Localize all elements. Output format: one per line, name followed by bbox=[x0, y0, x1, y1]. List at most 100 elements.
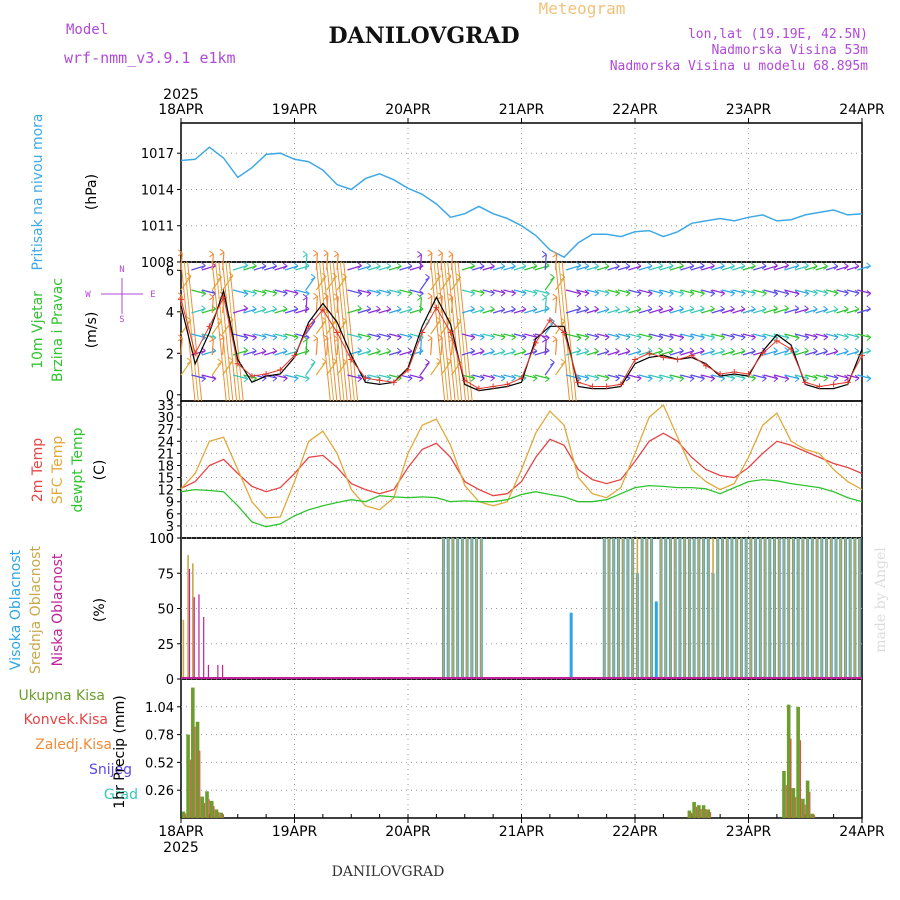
cloud-mid-bar bbox=[839, 538, 842, 679]
compass-w: W bbox=[85, 290, 91, 300]
model-elevation-label: Nadmorska Visina u modelu 68.895m bbox=[610, 59, 868, 74]
bottom-date-label: 24APR bbox=[839, 824, 885, 840]
top-date-label: 20APR bbox=[385, 102, 431, 118]
wind-gust-marker bbox=[178, 296, 184, 303]
wind-tick-label: 4 bbox=[166, 306, 174, 321]
cloud-mid-bar bbox=[456, 538, 459, 679]
temp-tick-label: 33 bbox=[157, 399, 174, 414]
cloud-low-label: Niska Oblacnost bbox=[50, 553, 66, 666]
cloud-mid-bar bbox=[442, 538, 445, 679]
wind-gust-marker bbox=[277, 366, 284, 373]
cloud-mid-bar bbox=[783, 538, 785, 679]
wind-axis-subtitle: Brzina i Pravac bbox=[50, 278, 66, 382]
model-name: wrf-nmm_v3.9.1 e1km bbox=[64, 49, 236, 67]
cloud-mid-bar bbox=[778, 538, 781, 679]
precip-legend-0: Ukupna Kisa bbox=[18, 688, 105, 704]
wind-gust-marker bbox=[617, 381, 624, 388]
cloud-mid-bar bbox=[192, 563, 194, 679]
wind-gust-marker bbox=[603, 383, 610, 390]
precip-total-bar bbox=[801, 798, 805, 818]
cloud-mid-bar bbox=[452, 538, 454, 679]
tsfc-line bbox=[180, 403, 863, 519]
cloud-high-bar bbox=[569, 612, 573, 679]
precip-conv-bar bbox=[185, 813, 187, 818]
precip-tick-label: 1.04 bbox=[145, 701, 174, 716]
precip-tick-label: 0.52 bbox=[145, 756, 174, 771]
precip-conv-bar bbox=[194, 726, 196, 818]
cloud-mid-bar bbox=[759, 538, 762, 679]
precip-total-bar bbox=[219, 812, 223, 818]
cloud-mid-bar bbox=[631, 538, 634, 679]
t2m-label: 2m Temp bbox=[30, 438, 46, 502]
cloud-mid-bar bbox=[825, 538, 828, 679]
wind-gust-marker bbox=[291, 352, 298, 359]
cloud-mid-label: Srednja Oblacnost bbox=[28, 546, 44, 674]
cloud-mid-bar bbox=[617, 538, 620, 679]
cloud-mid-bar bbox=[622, 538, 624, 679]
wind-gust-marker bbox=[589, 383, 596, 390]
wind-gust-marker bbox=[461, 377, 468, 384]
wind-gust-marker bbox=[248, 373, 255, 380]
temp-tick-label: 27 bbox=[157, 423, 174, 438]
wind-gust-marker bbox=[263, 371, 270, 378]
wind-gust-marker bbox=[334, 329, 341, 336]
wind-gust-marker bbox=[802, 379, 809, 386]
precip-legend-4: Grad bbox=[104, 787, 138, 803]
wind-gust-marker bbox=[632, 356, 638, 363]
precip-conv-bar bbox=[189, 759, 191, 818]
wind-gust-marker bbox=[717, 371, 724, 378]
temp-tick-label: 9 bbox=[166, 496, 174, 511]
wind-gust-marker bbox=[859, 352, 865, 359]
top-date-label: 18APR bbox=[158, 102, 204, 118]
precip-total-bar bbox=[214, 809, 219, 818]
dewpt-line bbox=[180, 478, 863, 528]
tsfc-label: SFC Temp bbox=[50, 436, 66, 505]
wind-tick-label: 2 bbox=[166, 347, 174, 362]
wind-gust-marker bbox=[518, 375, 525, 382]
cloud-mid-bar bbox=[773, 538, 776, 679]
bottom-date-label: 22APR bbox=[612, 824, 658, 840]
cloud-mid-bar bbox=[475, 538, 478, 679]
cloud-mid-bar bbox=[660, 538, 662, 679]
wind-gust-marker bbox=[234, 360, 241, 367]
cloud-mid-bar bbox=[731, 538, 733, 679]
wind-gust-marker bbox=[830, 381, 837, 388]
precip-legend-2: Zaledj.Kisa bbox=[35, 737, 112, 753]
bottom-date-label: 18APR bbox=[158, 824, 204, 840]
wind-gust-marker bbox=[702, 362, 709, 369]
cloud-low-bar bbox=[198, 594, 200, 679]
pressure-axis-title: Pritisak na nivou mora bbox=[30, 113, 46, 270]
compass-e: E bbox=[150, 290, 155, 300]
cloud-low-bar bbox=[188, 569, 191, 679]
wind-gust-marker bbox=[532, 339, 539, 346]
product-title: Meteogram bbox=[539, 0, 626, 18]
wind-gust-marker bbox=[844, 379, 851, 386]
wind-gust-marker bbox=[419, 329, 426, 336]
cloud-unit: (%) bbox=[92, 598, 108, 622]
temp-tick-label: 18 bbox=[157, 459, 174, 474]
cloud-mid-bar bbox=[480, 538, 483, 679]
cloud-mid-bar bbox=[461, 538, 464, 679]
bottom-date-label: 19APR bbox=[272, 824, 318, 840]
cloud-mid-bar bbox=[466, 538, 468, 679]
wind-gust-marker bbox=[646, 350, 653, 357]
precip-conv-bar bbox=[222, 814, 224, 818]
cloud-high-bar bbox=[654, 601, 658, 679]
cloud-mid-bar bbox=[754, 538, 757, 679]
precip-total-bar bbox=[706, 809, 711, 818]
precip-total-bar bbox=[782, 770, 786, 818]
temp-tick-label: 24 bbox=[157, 435, 174, 450]
cloud-mid-bar bbox=[447, 538, 449, 679]
precip-tick-label: 0.78 bbox=[145, 729, 174, 744]
wind-gust-marker bbox=[405, 366, 411, 373]
cloud-mid-bar bbox=[636, 538, 639, 679]
precip-total-bar bbox=[195, 721, 200, 818]
wind-gust-marker bbox=[504, 381, 511, 388]
cloud-mid-bar bbox=[698, 538, 700, 679]
cloud-low-bar bbox=[217, 664, 219, 679]
wind-gust-marker bbox=[433, 304, 440, 311]
precip-conv-bar bbox=[695, 806, 697, 818]
cloud-mid-bar bbox=[650, 538, 653, 679]
wind-gust-marker bbox=[475, 385, 482, 392]
temp-tick-label: 21 bbox=[157, 447, 174, 462]
